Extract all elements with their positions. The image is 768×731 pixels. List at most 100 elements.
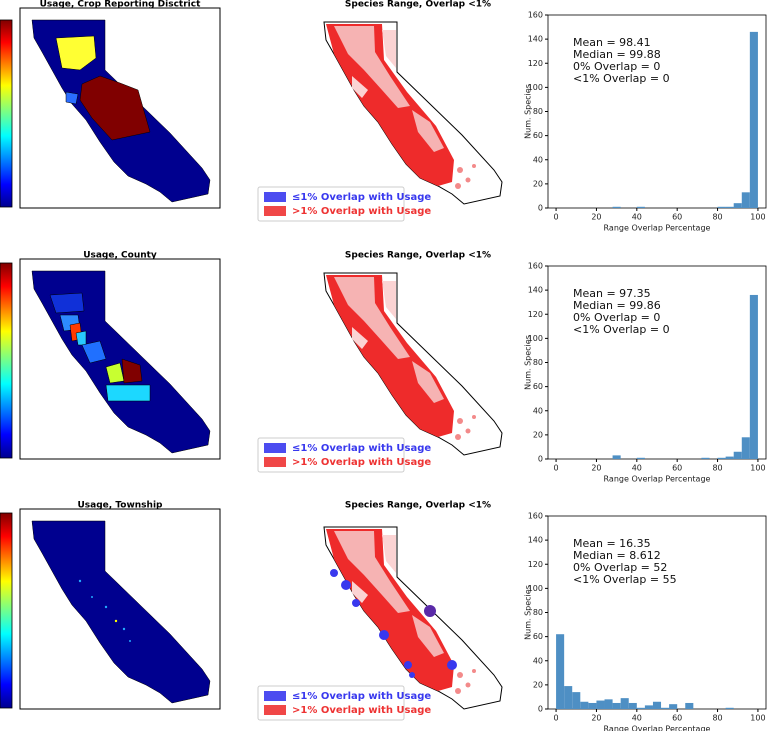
x-tick-label: 100 [750, 464, 765, 473]
range-map [323, 272, 503, 456]
map-title: Species Range, Overlap <1% [345, 251, 491, 261]
y-tick-label: 20 [533, 179, 543, 188]
y-tick-label: 100 [528, 334, 543, 343]
annotation: Mean = 97.35 [573, 287, 651, 300]
x-tick-label: 80 [712, 464, 722, 473]
y-tick-label: 0 [538, 204, 543, 213]
x-tick-label: 80 [712, 714, 722, 723]
bar [636, 457, 645, 459]
bar [685, 702, 694, 709]
bar [725, 456, 734, 459]
y-tick-label: 140 [528, 35, 543, 44]
y-tick-label: 0 [538, 705, 543, 714]
colorbar [0, 19, 13, 208]
bar [741, 192, 750, 208]
bar [588, 702, 597, 709]
annotation: 0% Overlap = 0 [573, 311, 660, 324]
y-tick-label: 80 [533, 608, 543, 617]
legend-label: >1% Overlap with Usage [292, 457, 431, 468]
bar [620, 698, 629, 709]
map-title: Species Range, Overlap <1% [345, 501, 491, 511]
bar [612, 206, 621, 208]
bar [725, 707, 734, 709]
x-tick-label: 0 [554, 464, 559, 473]
map-title: Species Range, Overlap <1% [345, 0, 491, 10]
y-axis-label: Num. Species [524, 335, 533, 390]
legend-label: ≤1% Overlap with Usage [292, 691, 431, 702]
x-axis-label: Range Overlap Percentage [604, 725, 711, 731]
y-tick-label: 120 [528, 560, 543, 569]
x-tick-label: 100 [750, 714, 765, 723]
bar [612, 455, 621, 459]
x-axis-label: Range Overlap Percentage [604, 224, 711, 233]
plot-area [547, 515, 767, 710]
bar [741, 437, 750, 459]
bar [636, 707, 645, 709]
bar [717, 457, 726, 459]
y-tick-label: 160 [528, 11, 543, 20]
y-tick-label: 40 [533, 656, 543, 665]
bar [628, 702, 637, 709]
annotation: <1% Overlap = 55 [573, 573, 677, 586]
bar [572, 692, 581, 709]
bar [749, 294, 758, 459]
x-tick-label: 20 [591, 714, 601, 723]
y-tick-label: 40 [533, 155, 543, 164]
colorbar [0, 262, 13, 459]
x-tick-label: 20 [591, 213, 601, 222]
annotation: Median = 99.86 [573, 299, 661, 312]
bar [652, 701, 662, 709]
annotation: 0% Overlap = 0 [573, 60, 660, 73]
x-tick-label: 60 [672, 714, 682, 723]
annotation: Mean = 98.41 [573, 36, 651, 49]
x-tick-label: 60 [672, 213, 682, 222]
x-axis-label: Range Overlap Percentage [604, 475, 711, 484]
x-tick-label: 0 [554, 714, 559, 723]
y-tick-label: 160 [528, 262, 543, 271]
y-tick-label: 80 [533, 358, 543, 367]
y-tick-label: 20 [533, 430, 543, 439]
bar [604, 699, 613, 709]
bar [636, 206, 645, 208]
bar [725, 206, 734, 208]
x-tick-label: 100 [750, 213, 765, 222]
y-tick-label: 120 [528, 59, 543, 68]
legend-label: >1% Overlap with Usage [292, 705, 431, 716]
x-tick-label: 40 [632, 714, 642, 723]
bar [717, 206, 726, 208]
legend-label: >1% Overlap with Usage [292, 206, 431, 217]
y-tick-label: 140 [528, 536, 543, 545]
annotation: Median = 99.88 [573, 48, 661, 61]
bar [733, 451, 742, 459]
bar [669, 704, 678, 709]
bar [749, 31, 758, 209]
map-title: Usage, Crop Reporting Disctrict [40, 0, 202, 10]
x-tick-label: 0 [554, 213, 559, 222]
x-tick-label: 40 [632, 464, 642, 473]
y-tick-label: 60 [533, 632, 543, 641]
y-tick-label: 100 [528, 83, 543, 92]
y-tick-label: 40 [533, 406, 543, 415]
bar [701, 457, 710, 459]
plot-area [547, 14, 767, 209]
x-tick-label: 80 [712, 213, 722, 222]
bar [612, 702, 621, 709]
bar [644, 705, 653, 709]
range-map [323, 21, 503, 205]
annotation: 0% Overlap = 52 [573, 561, 667, 574]
y-tick-label: 120 [528, 310, 543, 319]
y-tick-label: 100 [528, 584, 543, 593]
bar [580, 701, 589, 709]
colorbar [0, 512, 13, 709]
y-tick-label: 60 [533, 131, 543, 140]
bar [596, 700, 605, 709]
legend-label: ≤1% Overlap with Usage [292, 192, 431, 203]
plot-area [547, 265, 767, 460]
y-tick-label: 80 [533, 107, 543, 116]
y-axis-label: Num. Species [524, 585, 533, 640]
bar [564, 686, 573, 709]
legend-label: ≤1% Overlap with Usage [292, 443, 431, 454]
x-tick-label: 40 [632, 213, 642, 222]
